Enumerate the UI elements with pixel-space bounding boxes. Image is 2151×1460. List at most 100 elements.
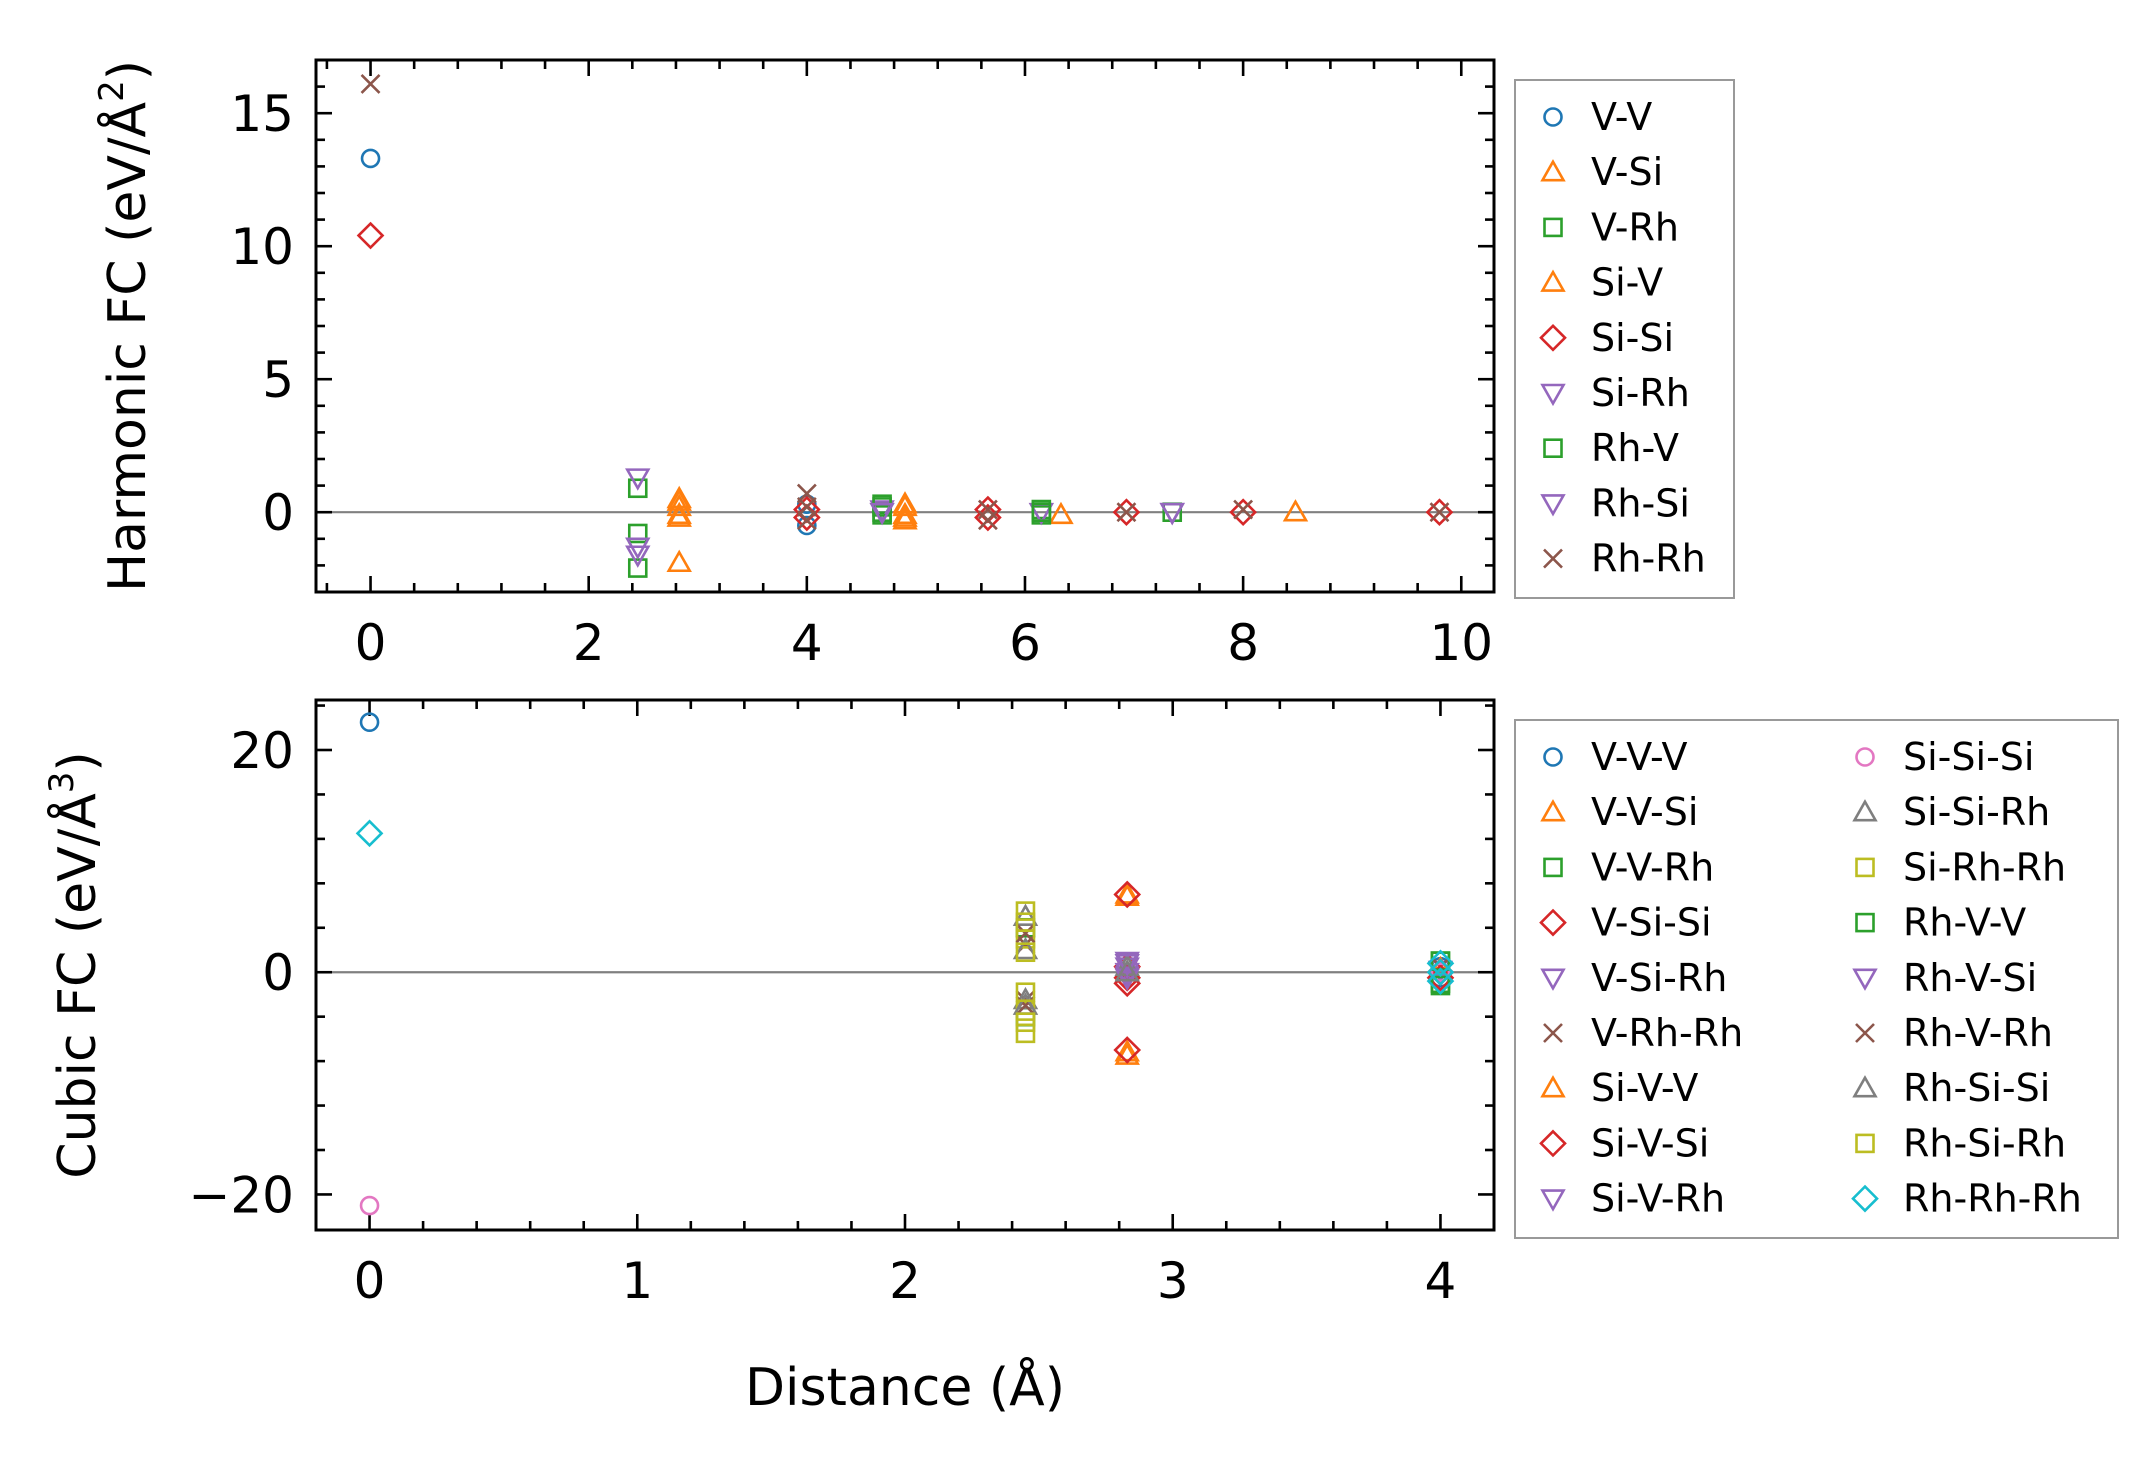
- panel1-y-tick-label: 20: [230, 722, 294, 780]
- data-point-si-si: [1112, 498, 1141, 527]
- legend-item-v-v-rh: V-V-Rh: [1543, 845, 1714, 889]
- panel0-y-tick-label: 5: [262, 351, 294, 409]
- data-point-rh-si-rh: [1015, 982, 1036, 1003]
- panel0-legend: V-V V-Si V-Rh Si-V Si-Si Si-Rh Rh-V Rh-Si Rh-Rh: [1514, 79, 1735, 599]
- panel0-y-axis-label: Harmonic FC (eV/Å2): [92, 60, 158, 592]
- legend-label: Rh-Si-Rh: [1903, 1121, 2066, 1165]
- series-si-si: [356, 221, 1454, 532]
- panel1-legend-box: [1514, 719, 2119, 1239]
- panel0-y-label-base: Harmonic FC (eV/Å: [96, 101, 158, 592]
- data-point-rh-si: [869, 502, 895, 526]
- legend-item-si-si-si: Si-Si-Si: [1855, 735, 2034, 779]
- legend-label: V-Rh: [1591, 205, 1679, 249]
- panel0-frame: [314, 58, 1496, 594]
- legend-marker-rh-v-si: [1852, 968, 1878, 991]
- data-point-v-si: [666, 493, 692, 517]
- legend-item-v-v-si: V-V-Si: [1540, 790, 1698, 834]
- panel0-y-label-exponent: 2: [92, 80, 132, 102]
- legend-item-rh-v-v: Rh-V-V: [1855, 901, 2026, 945]
- legend-marker-rh-v-rh: [1855, 1023, 1875, 1043]
- legend-marker-si-si-rh: [1852, 799, 1878, 822]
- data-point-si-v-si: [1113, 1036, 1142, 1064]
- series-rh-si-rh: [1015, 912, 1036, 1033]
- data-point-rh-rh-rh: [1426, 967, 1455, 995]
- panel1-y-tick-label: 0: [262, 944, 294, 1002]
- legend-item-si-v-si: Si-V-Si: [1539, 1121, 1709, 1165]
- legend-label: V-Si: [1591, 150, 1663, 194]
- legend-item-rh-v-si: Rh-V-Si: [1852, 956, 2037, 1000]
- legend-marker-rh-v-v: [1855, 912, 1875, 933]
- panel1-y-tick-label: −20: [188, 1166, 294, 1224]
- legend-item-v-si-si: V-Si-Si: [1539, 901, 1712, 945]
- data-point-rh-rh: [796, 510, 817, 531]
- series-si-si-si: [359, 962, 1451, 1216]
- legend-marker-si-rh-rh: [1855, 857, 1875, 878]
- legend-marker-v-v-si: [1540, 799, 1566, 822]
- legend-item-v-si: V-Si: [1540, 150, 1663, 194]
- legend-item-v-v-v: V-V-V: [1543, 735, 1688, 779]
- data-point-v-rh: [627, 558, 648, 578]
- panel0-x-tick-label: 4: [791, 614, 823, 672]
- legend-marker-si-v-rh: [1540, 1189, 1566, 1212]
- legend-marker-rh-si-rh: [1855, 1133, 1875, 1154]
- legend-marker-v-rh-rh: [1543, 1023, 1563, 1043]
- data-point-rh-rh-rh: [355, 819, 384, 848]
- legend-label: Si-V-V: [1591, 1066, 1698, 1110]
- legend-item-v-rh-rh: V-Rh-Rh: [1543, 1011, 1743, 1055]
- panel0-x-tick-label: 6: [1009, 614, 1041, 672]
- data-point-v-v-v: [359, 712, 380, 733]
- data-point-rh-rh: [1429, 502, 1450, 523]
- data-point-v-rh: [627, 523, 648, 544]
- panel0-y-tick-label: 10: [230, 218, 294, 276]
- legend-marker-rh-rh-rh: [1851, 1184, 1879, 1213]
- data-point-v-si: [666, 549, 692, 573]
- legend-item-si-rh-rh: Si-Rh-Rh: [1855, 845, 2066, 889]
- legend-label: Rh-V-Si: [1903, 956, 2037, 1000]
- panel0-x-tick-label: 8: [1227, 614, 1259, 672]
- legend-label: Rh-Rh: [1591, 537, 1706, 581]
- data-point-v-si: [666, 504, 692, 527]
- legend-marker-rh-rh: [1543, 548, 1563, 569]
- legend-label: V-V-V: [1591, 735, 1688, 779]
- data-point-si-si: [1425, 498, 1454, 527]
- panel0-y-tick-label: 15: [230, 85, 294, 143]
- x-axis-label: Distance (Å): [745, 1356, 1065, 1418]
- panel1-y-label-base: Cubic FC (eV/Å: [46, 793, 108, 1179]
- legend-label: Si-V: [1591, 261, 1663, 305]
- data-point-rh-si: [625, 545, 651, 568]
- legend-label: Rh-V: [1591, 426, 1679, 470]
- data-point-rh-v-rh: [1015, 923, 1036, 944]
- legend-item-rh-si: Rh-Si: [1540, 481, 1690, 525]
- data-point-rh-rh: [1233, 499, 1254, 520]
- data-point-rh-si-rh: [1015, 942, 1036, 963]
- legend-item-v-rh: V-Rh: [1543, 205, 1679, 249]
- legend-item-si-v: Si-V: [1540, 261, 1663, 305]
- data-point-si-si: [1229, 498, 1257, 527]
- panel0-x-tick-label: 0: [355, 614, 387, 672]
- data-point-rh-si: [1159, 502, 1185, 526]
- series-v-v: [360, 148, 817, 536]
- data-point-si-si: [356, 221, 385, 250]
- data-point-rh-rh: [977, 510, 998, 531]
- data-point-v-rh: [627, 478, 648, 499]
- legend-item-rh-si-rh: Rh-Si-Rh: [1855, 1121, 2066, 1165]
- legend-item-si-si-rh: Si-Si-Rh: [1852, 790, 2050, 834]
- data-point-rh-rh: [360, 74, 381, 94]
- legend-label: Rh-Si-Si: [1903, 1066, 2050, 1110]
- legend-marker-v-si-si: [1539, 908, 1567, 937]
- panel1-ticks: [314, 700, 1496, 1230]
- legend-label: V-V: [1591, 95, 1652, 139]
- legend-label: Si-Si-Si: [1903, 735, 2034, 779]
- legend-label: Rh-V-Rh: [1903, 1011, 2053, 1055]
- data-point-si-rh-rh: [1015, 1023, 1036, 1044]
- legend-label: Si-Rh: [1591, 371, 1690, 415]
- legend-marker-si-rh: [1540, 383, 1566, 407]
- legend-item-rh-rh: Rh-Rh: [1543, 537, 1706, 581]
- data-point-rh-si-si: [1114, 959, 1140, 982]
- series-rh-rh-rh: [355, 819, 1455, 995]
- data-point-si-rh: [625, 468, 651, 491]
- legend-item-rh-v: Rh-V: [1543, 426, 1679, 470]
- panel1-x-tick-label: 1: [621, 1252, 653, 1310]
- legend-item-si-si: Si-Si: [1539, 316, 1674, 360]
